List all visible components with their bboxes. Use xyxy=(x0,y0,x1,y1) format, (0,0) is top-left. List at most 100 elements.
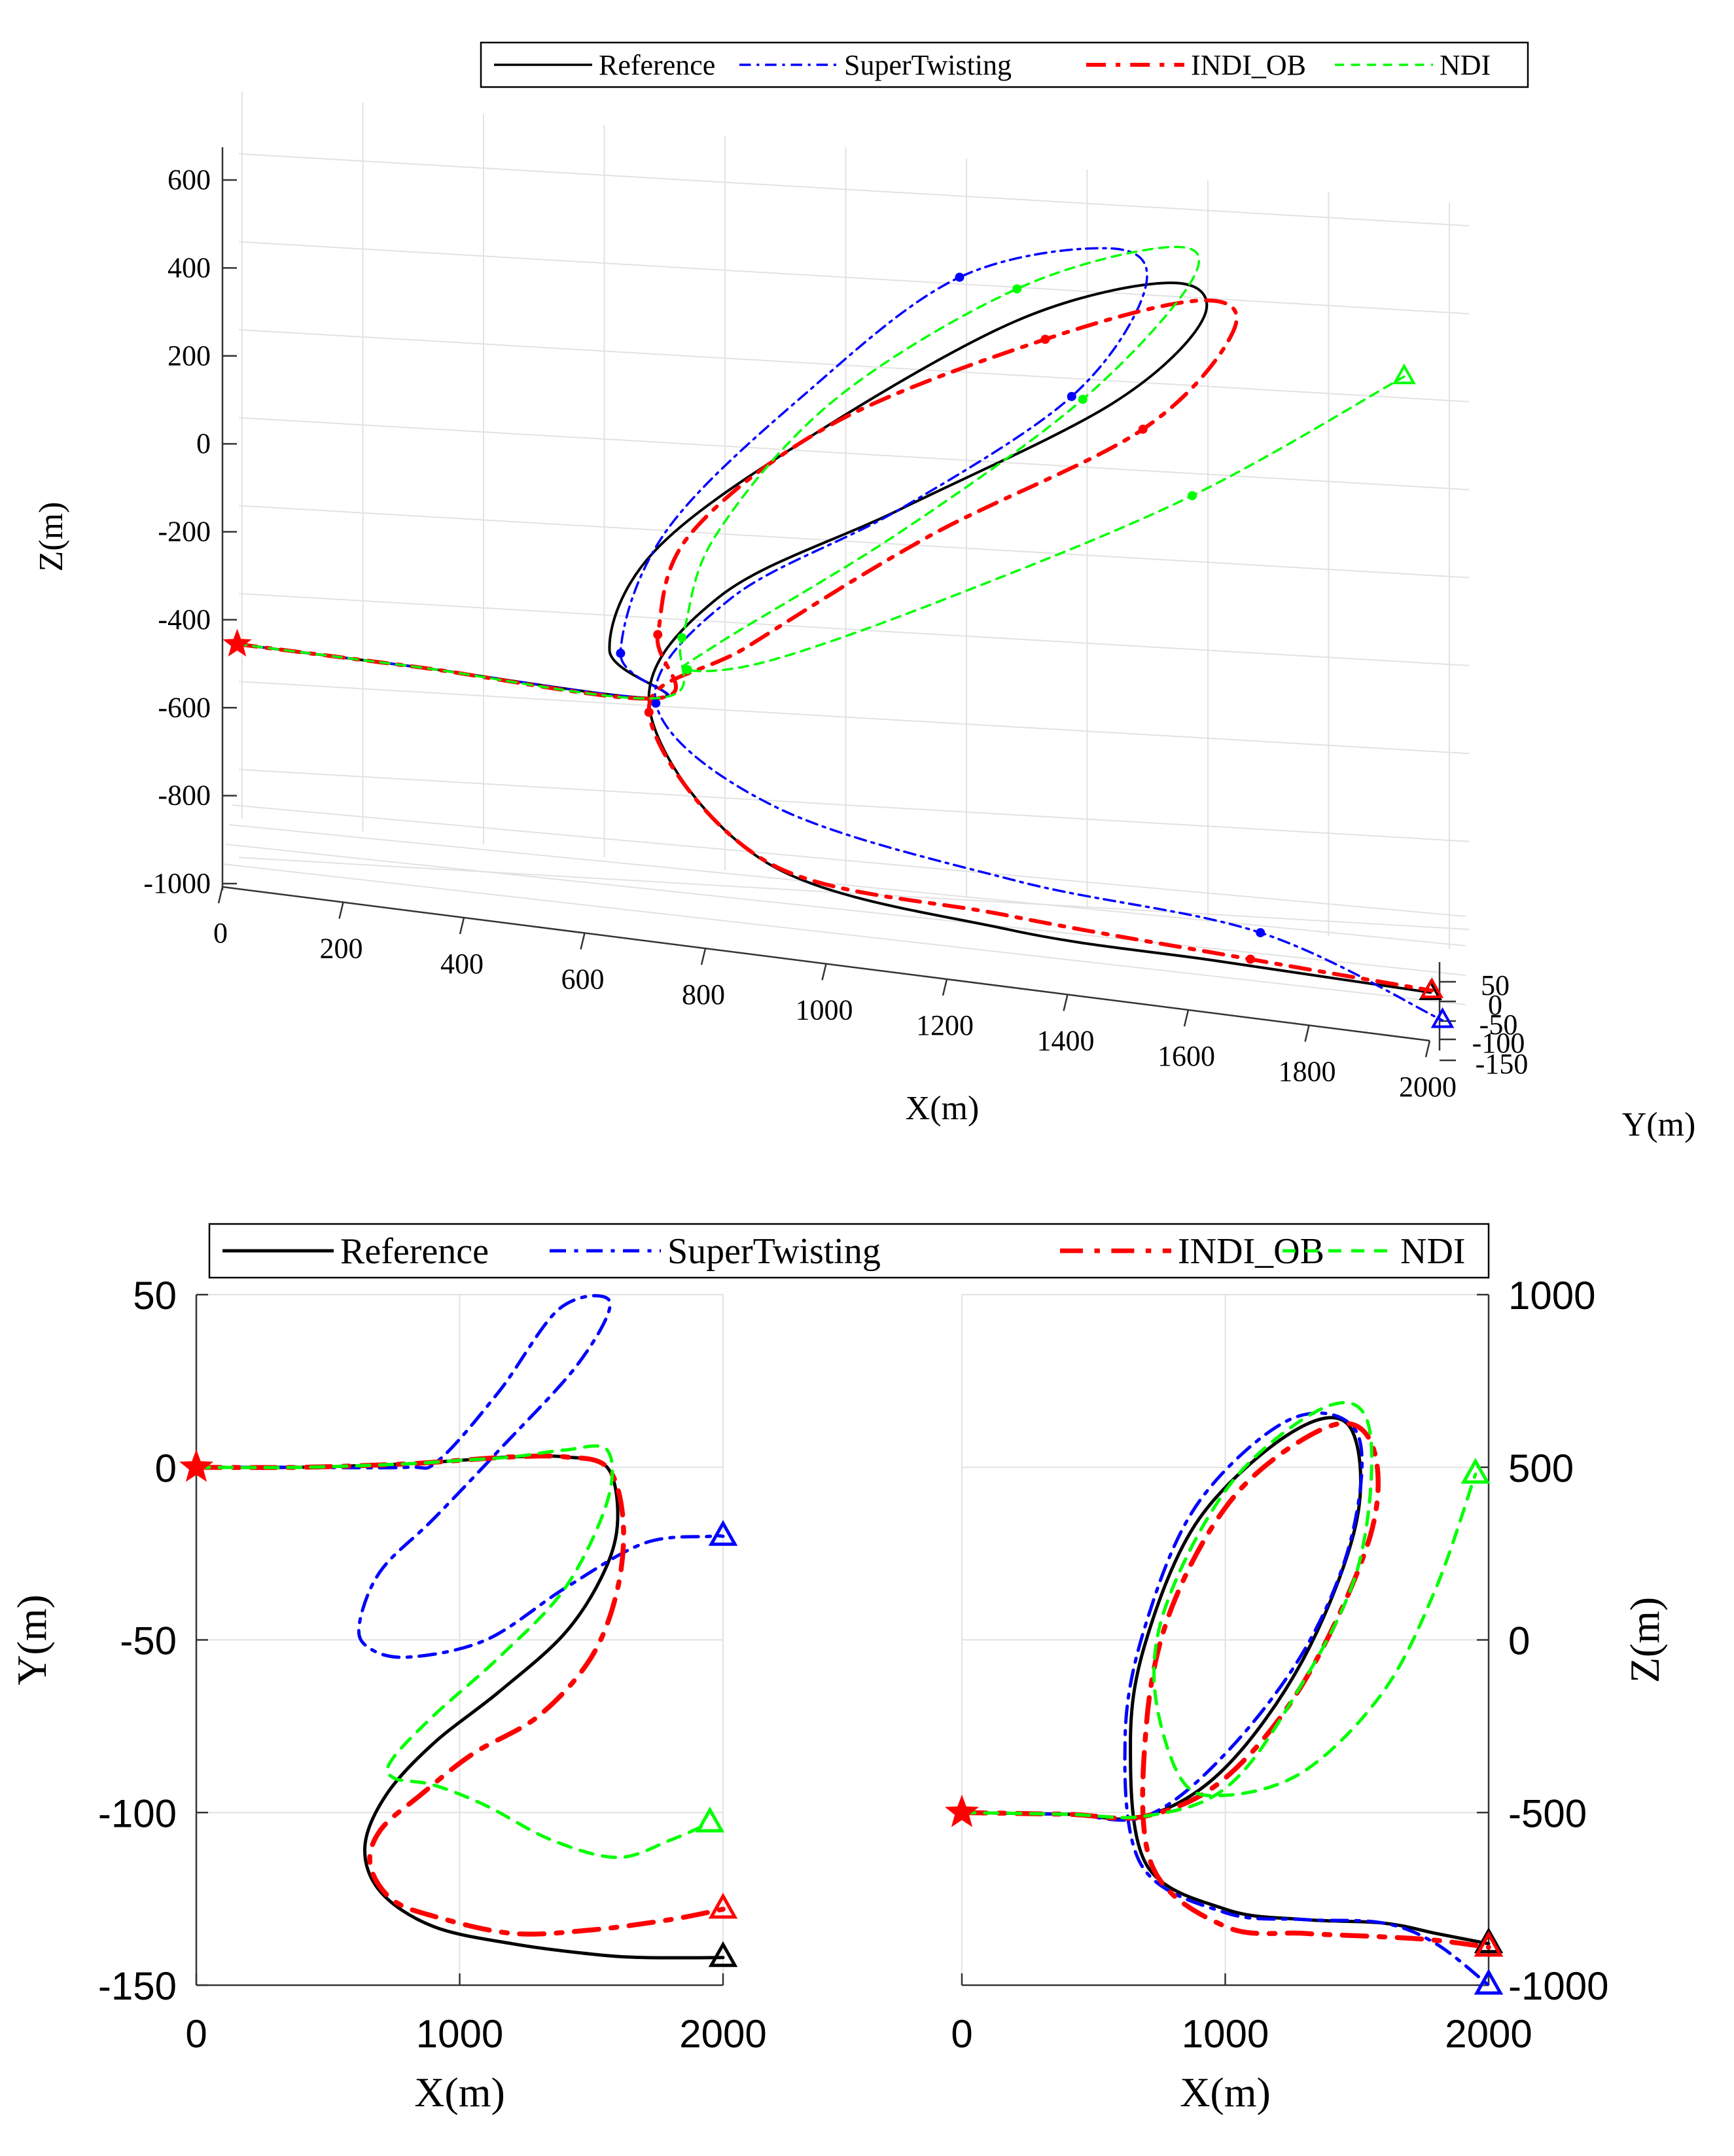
x-tick-label: 1600 xyxy=(1158,1040,1215,1072)
legend-box xyxy=(208,1223,1490,1279)
x-tick-label: 200 xyxy=(320,933,363,965)
series-indi-ob-end-triangle xyxy=(1420,977,1444,998)
x-tick-mark xyxy=(942,979,948,996)
y-tick-label: -150 xyxy=(1476,1048,1529,1080)
y-tick-label: -150 xyxy=(98,1964,177,2008)
series-ndi-marker xyxy=(677,633,687,643)
z-tick-label: 400 xyxy=(168,251,211,283)
y-axis-label: Y(m) xyxy=(1622,1106,1696,1143)
z-tick-label: -200 xyxy=(158,516,211,548)
x-tick-label: 0 xyxy=(213,917,228,949)
grid-line xyxy=(238,417,1470,491)
legend-label-ndi: NDI xyxy=(1400,1231,1466,1272)
x-tick-mark xyxy=(459,917,465,935)
series-reference-end-triangle xyxy=(1474,1927,1504,1954)
series-supertwisting-line xyxy=(236,247,1444,1022)
series-ndi-marker xyxy=(1188,491,1197,501)
x-tick-label: 0 xyxy=(185,2012,207,2056)
z-tick-label: -1000 xyxy=(143,867,211,899)
series-ndi-line xyxy=(236,245,1406,700)
x-tick-label: 400 xyxy=(440,948,484,980)
x-axis-label: X(m) xyxy=(906,1090,980,1127)
x-tick-label: 2000 xyxy=(1445,2012,1532,2056)
series-supertwisting-marker xyxy=(955,272,964,282)
series-indi-ob-marker xyxy=(644,708,654,717)
series-ndi-marker xyxy=(682,665,692,675)
legend-label-indi-ob: INDI_OB xyxy=(1191,49,1306,81)
legend-label-supertwisting: SuperTwisting xyxy=(844,49,1012,81)
series-supertwisting-marker xyxy=(651,698,661,708)
legend-label-reference: Reference xyxy=(599,49,715,81)
grid-line xyxy=(238,681,1470,755)
series-supertwisting-end-triangle xyxy=(1430,1007,1455,1028)
y-tick-label: 50 xyxy=(133,1274,177,1318)
grid-line xyxy=(232,804,1466,917)
x-axis-label: X(m) xyxy=(1180,2069,1271,2115)
x-tick-label: 1200 xyxy=(916,1009,974,1041)
y-tick-label: -500 xyxy=(1508,1791,1587,1835)
z-axis-label: Z(m) xyxy=(33,502,70,572)
x-tick-label: 1000 xyxy=(1182,2012,1269,2056)
y-tick-label: 0 xyxy=(1488,989,1502,1021)
grid-line xyxy=(238,505,1470,579)
start-star xyxy=(222,628,252,657)
x-tick-label: 600 xyxy=(561,963,605,996)
legend: Reference SuperTwisting INDI_OB NDI xyxy=(208,1223,1490,1279)
y-tick-label: -100 xyxy=(1472,1027,1525,1059)
x-tick-mark xyxy=(700,948,707,965)
y-tick-label: -50 xyxy=(120,1619,177,1663)
legend-label-reference: Reference xyxy=(340,1231,489,1272)
legend-label-ndi: NDI xyxy=(1440,49,1491,81)
grid-line xyxy=(222,863,1466,1005)
x-tick-label: 800 xyxy=(682,979,725,1011)
grid-line xyxy=(238,768,1470,842)
x-tick-mark xyxy=(1304,1025,1310,1042)
series-ndi-line xyxy=(194,1444,712,1860)
x-tick-mark xyxy=(217,886,224,904)
legend: Reference SuperTwisting INDI_OB NDI xyxy=(480,41,1529,88)
series-supertwisting-marker xyxy=(1067,391,1076,401)
x-tick-label: 1400 xyxy=(1037,1025,1095,1057)
series-indi-ob-marker xyxy=(1138,424,1148,434)
series-reference-end-triangle xyxy=(708,1941,738,1967)
series-ndi-end-triangle xyxy=(1460,1458,1491,1484)
series-ndi-marker xyxy=(1012,284,1022,294)
series-ndi-line xyxy=(960,1401,1477,1820)
z-tick-label: -600 xyxy=(158,691,211,723)
xz-projection-plot: 0 1000 2000 1000 500 0 -500 -1000 X(m) Z(m) xyxy=(944,1274,1668,2115)
legend-label-indi-ob: INDI_OB xyxy=(1178,1231,1324,1272)
x-tick-mark xyxy=(1063,994,1069,1011)
y-tick-label: 0 xyxy=(1508,1619,1530,1663)
series-supertwisting-end-triangle xyxy=(1474,1968,1504,1995)
x-tick-label: 1000 xyxy=(416,2012,503,2056)
legend-box xyxy=(480,41,1529,88)
y-tick-label: -1000 xyxy=(1508,1964,1608,2008)
y-axis-label: Y(m) xyxy=(9,1594,55,1685)
x-axis-label: X(m) xyxy=(414,2069,505,2115)
series-ndi-end-triangle xyxy=(1392,363,1416,384)
y-tick-label: 50 xyxy=(1481,969,1510,1001)
x-tick-mark xyxy=(338,902,344,919)
x-tick-label: 2000 xyxy=(1399,1071,1457,1103)
z-tick-label: 0 xyxy=(196,427,211,459)
x-tick-mark xyxy=(821,963,827,980)
series-supertwisting-line xyxy=(960,1411,1491,1987)
grid-line xyxy=(225,844,1466,976)
x-tick-label: 1000 xyxy=(796,994,853,1026)
series-supertwisting-marker xyxy=(616,649,626,658)
x-tick-mark xyxy=(580,933,586,950)
y-tick-label: 0 xyxy=(155,1446,177,1490)
y-tick-label: -50 xyxy=(1479,1009,1518,1041)
y-tick-label: 1000 xyxy=(1508,1274,1595,1318)
series-ndi-marker xyxy=(1078,395,1088,404)
x-tick-label: 0 xyxy=(951,2012,972,2056)
series-ndi-end-triangle xyxy=(695,1806,725,1833)
series-supertwisting-end-triangle xyxy=(708,1520,738,1546)
y-tick-label: -100 xyxy=(98,1791,177,1835)
series-indi-ob-marker xyxy=(653,630,663,639)
y-axis-label: Z(m) xyxy=(1621,1597,1668,1683)
z-tick-label: -800 xyxy=(158,780,211,812)
series-indi-ob-marker xyxy=(1040,334,1050,344)
